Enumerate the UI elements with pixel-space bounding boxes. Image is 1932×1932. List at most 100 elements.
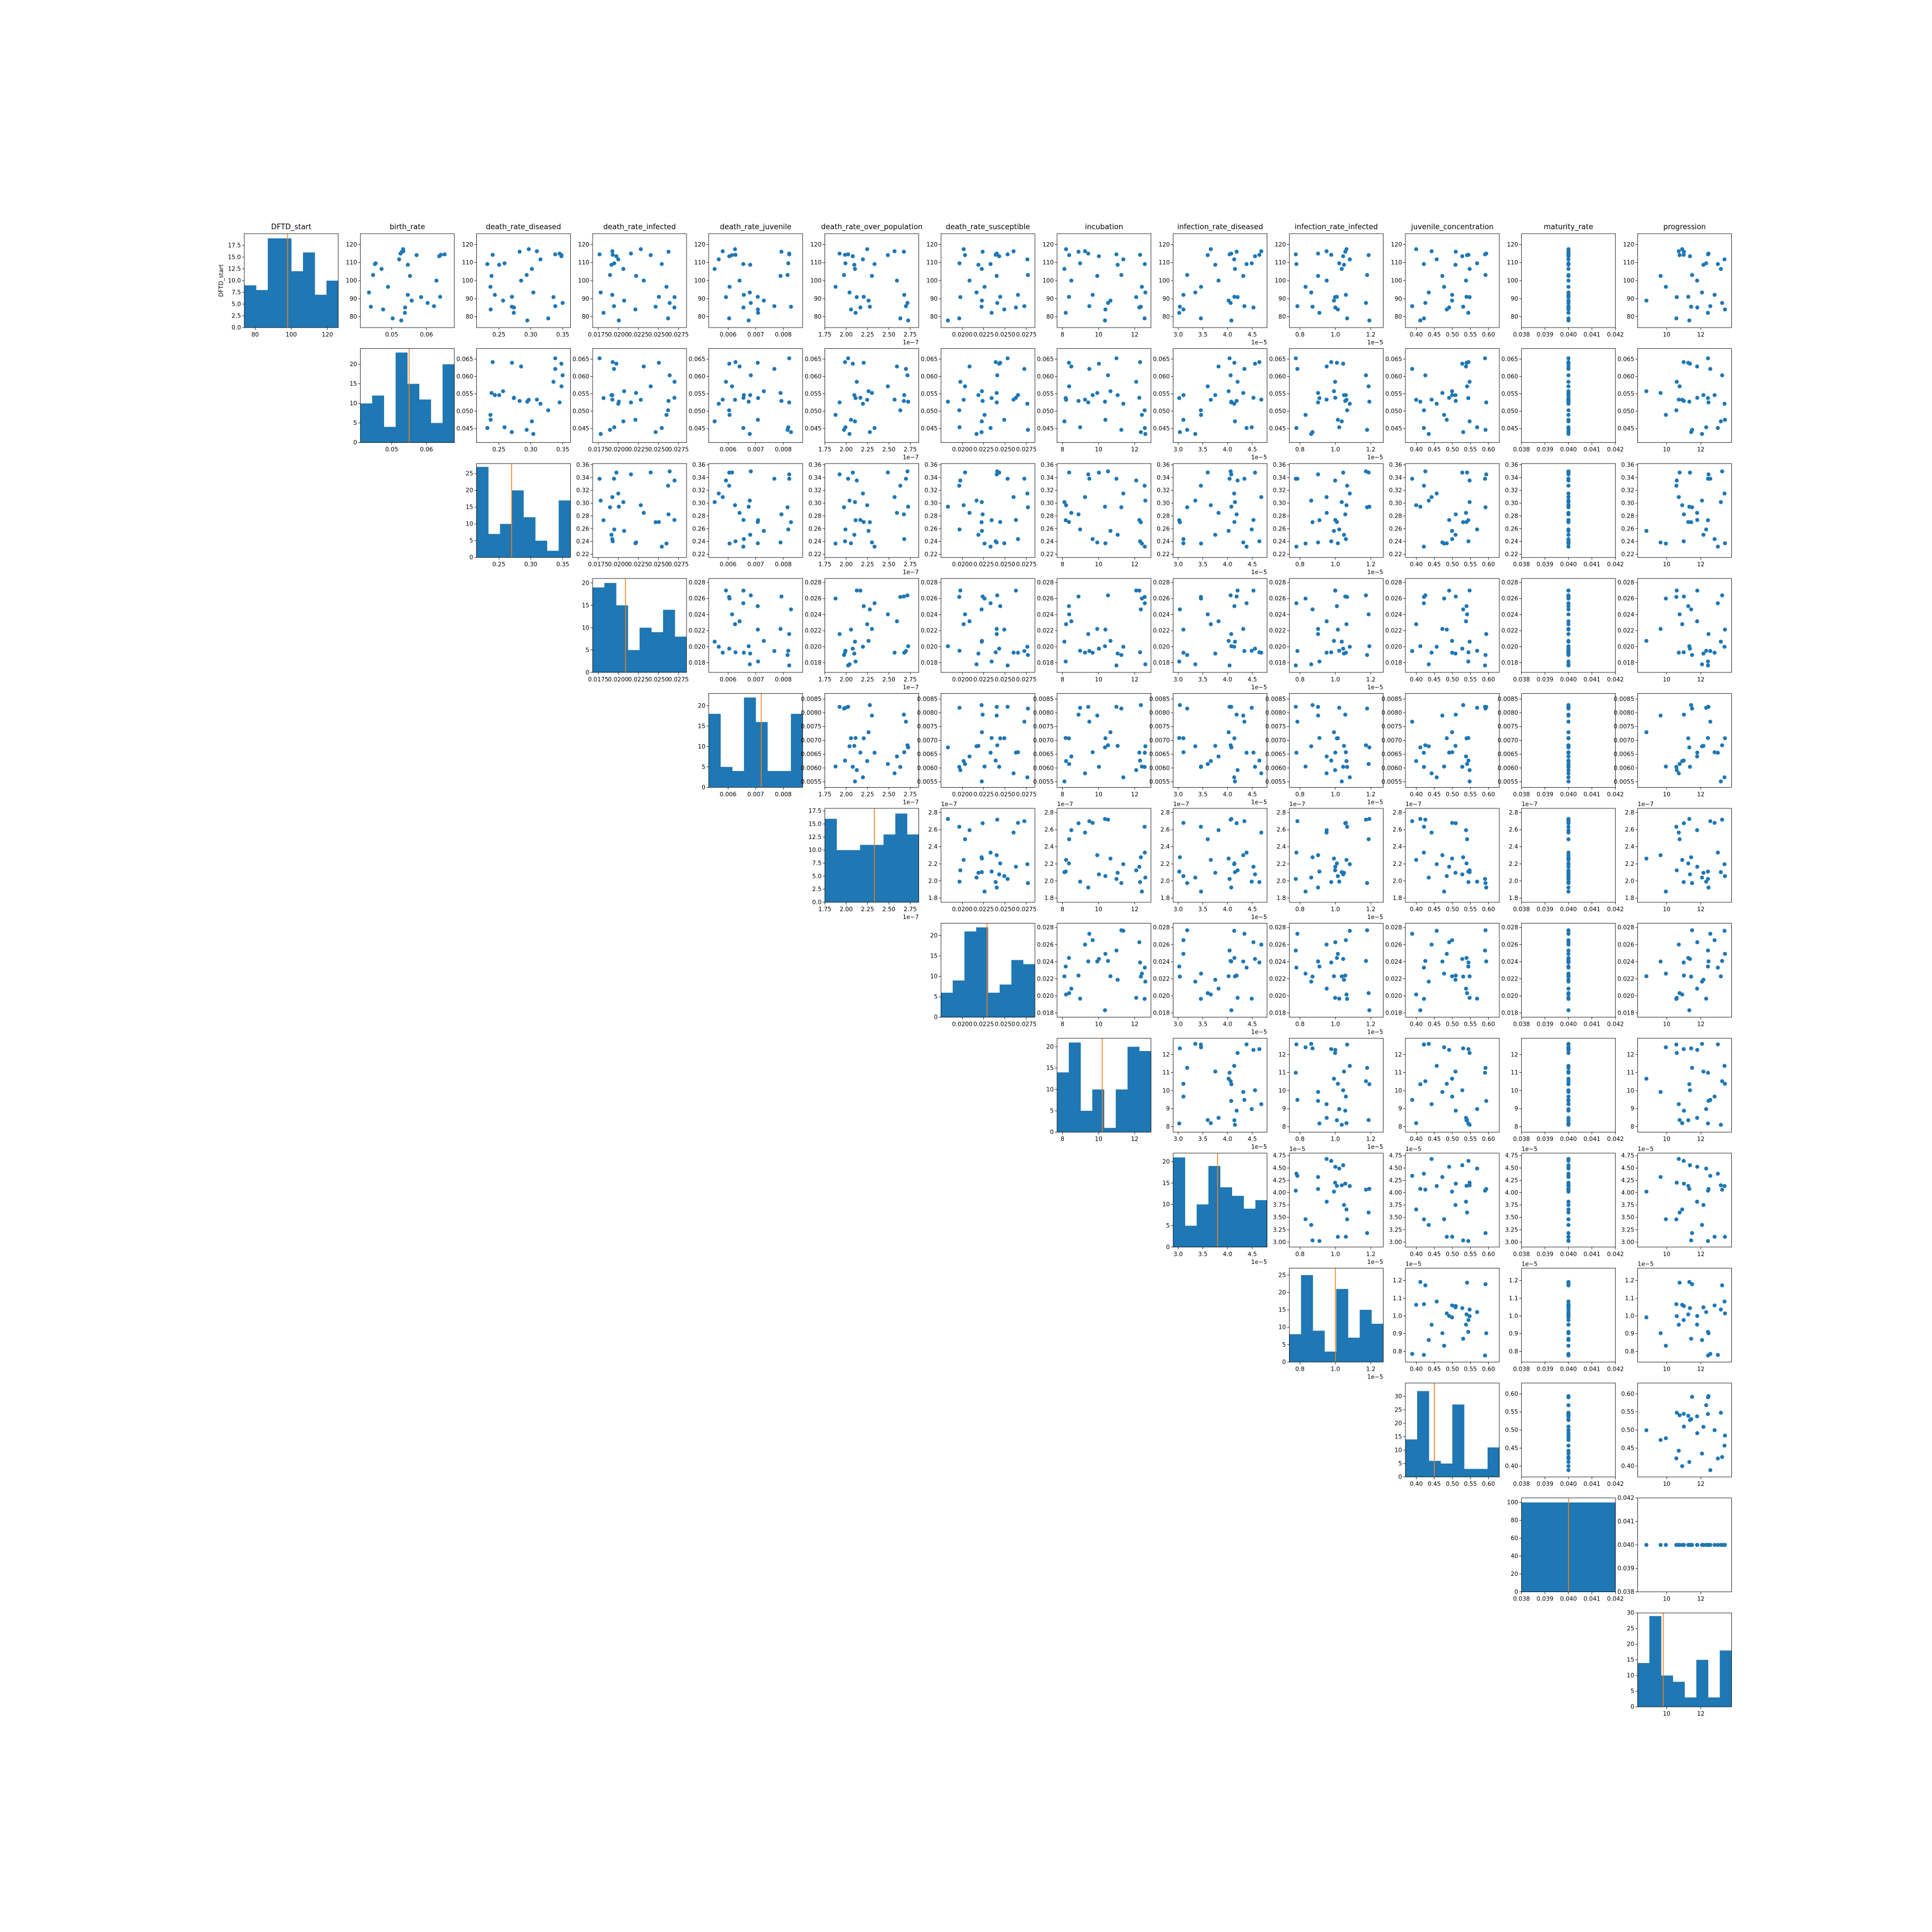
x-tick-label: 1.0	[1330, 676, 1340, 683]
y-tick-label: 0.40	[1621, 1463, 1634, 1470]
column-title: DFTD_start	[271, 223, 311, 231]
scatter-point	[559, 253, 564, 257]
x-offset-label: 1e−7	[903, 569, 919, 576]
hist-bar	[1115, 1089, 1128, 1133]
y-tick-label: 0.050	[1385, 408, 1402, 415]
x-offset-label: 1e−5	[1367, 914, 1384, 921]
scatter-point	[610, 249, 615, 254]
hist-bar	[1371, 1323, 1384, 1362]
scatter-point	[843, 648, 847, 653]
scatter-point	[1484, 1331, 1489, 1336]
scatter-point	[1467, 588, 1472, 593]
x-tick-label: 0.40	[1410, 561, 1423, 568]
scatter-point	[517, 399, 522, 403]
scatter-point	[1700, 662, 1704, 666]
scatter-point	[1347, 645, 1352, 649]
scatter-point	[756, 418, 760, 422]
x-tick-label: 2.50	[882, 447, 895, 453]
scatter-point	[419, 295, 423, 300]
scatter-point	[1712, 1234, 1717, 1239]
scatter-point	[1083, 495, 1087, 499]
y-tick-label: 11	[1278, 1069, 1286, 1076]
x-offset-label: 1e−5	[1367, 1144, 1384, 1150]
scatter-point	[1687, 817, 1692, 821]
scatter-point	[1467, 1051, 1472, 1055]
x-tick-label: 0.007	[747, 332, 764, 338]
scatter-point	[1242, 476, 1247, 481]
axes-frame	[1057, 693, 1152, 788]
x-tick-label: 0.038	[1513, 791, 1530, 798]
y-tick-label: 2.6	[1277, 827, 1286, 834]
y-tick-label: 100	[926, 278, 937, 285]
axes-frame	[708, 693, 803, 788]
scatter-point	[1677, 830, 1681, 835]
subplot-death_rate_diseased-vs-death_rate_infected: 0.0175 0.0200 0.0225 0.0250 0.02750.220.240.…	[576, 462, 689, 568]
scatter-point	[1339, 870, 1344, 874]
scatter-point	[527, 247, 531, 252]
scatter-point	[772, 476, 776, 481]
scatter-point	[1185, 505, 1190, 510]
scatter-point	[489, 307, 493, 312]
scatter-point	[1566, 316, 1571, 321]
scatter-point	[741, 537, 746, 541]
scatter-point	[1342, 978, 1346, 982]
scatter-point	[1251, 940, 1256, 945]
scatter-point	[1700, 1543, 1704, 1547]
scatter-point	[1303, 285, 1308, 289]
subplot-DFTD_start-vs-maturity_rate: 0.038 0.039 0.040 0.041 0.0428090100110120ma…	[1507, 223, 1624, 338]
scatter-point	[1677, 1323, 1681, 1327]
scatter-point	[1316, 472, 1320, 477]
x-tick-label: 0.006	[719, 676, 736, 683]
scatter-point	[1674, 484, 1679, 488]
x-tick-label: 0.0250	[995, 447, 1015, 453]
scatter-point	[1723, 951, 1727, 956]
y-tick-label: 0	[1282, 1359, 1286, 1366]
scatter-point	[1334, 861, 1339, 866]
scatter-point	[1177, 1121, 1182, 1126]
scatter-point	[1566, 928, 1571, 932]
y-tick-label: 0	[702, 784, 705, 791]
scatter-point	[837, 472, 842, 477]
scatter-point	[1682, 594, 1686, 599]
x-tick-label: 0.041	[1584, 906, 1600, 913]
scatter-point	[1229, 472, 1234, 477]
y-tick-label: 0.028	[804, 579, 821, 586]
scatter-point	[1251, 1048, 1256, 1052]
scatter-point	[733, 650, 738, 655]
scatter-point	[733, 253, 738, 257]
scatter-point	[872, 544, 877, 549]
scatter-point	[1680, 1464, 1684, 1469]
x-tick-label: 0.55	[1464, 906, 1477, 913]
scatter-point	[1450, 389, 1455, 394]
y-tick-label: 17.5	[228, 243, 241, 249]
scatter-point	[1664, 1045, 1668, 1050]
scatter-point	[1723, 627, 1727, 632]
scatter-point	[1087, 931, 1092, 936]
scatter-point	[787, 663, 792, 667]
x-tick-label: 1.0	[1330, 791, 1340, 798]
hist-bar	[488, 534, 500, 558]
scatter-point	[1316, 251, 1320, 256]
scatter-point	[672, 518, 677, 522]
y-tick-label: 0.018	[1617, 660, 1634, 666]
y-tick-label: 0.018	[1385, 660, 1402, 666]
scatter-point	[1704, 705, 1708, 710]
scatter-point	[551, 295, 556, 300]
axes-frame	[825, 233, 919, 328]
y-tick-label: 0.55	[1505, 1409, 1518, 1415]
scatter-point	[1566, 601, 1571, 605]
scatter-point	[1103, 318, 1107, 323]
scatter-point	[1690, 1066, 1694, 1070]
x-tick-label: 0.039	[1537, 1481, 1554, 1488]
x-offset-label: 1e−5	[1367, 684, 1384, 691]
scatter-point	[1677, 837, 1682, 841]
y-tick-label: 2.0	[928, 878, 937, 884]
hist-bar	[1360, 1310, 1372, 1362]
scatter-point	[1309, 979, 1314, 984]
x-tick-label: 0.008	[775, 791, 792, 798]
scatter-point	[1193, 498, 1197, 503]
scatter-point	[1690, 1543, 1694, 1547]
x-tick-label: 0.039	[1537, 906, 1554, 913]
scatter-point	[865, 759, 869, 763]
scatter-point	[1316, 400, 1320, 405]
